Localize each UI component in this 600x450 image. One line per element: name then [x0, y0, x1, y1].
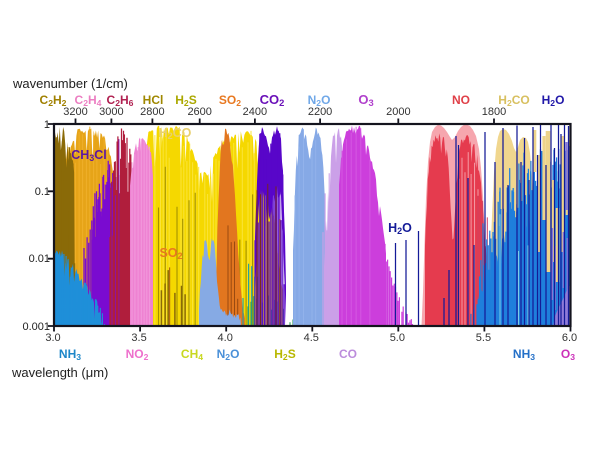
- svg-text:6.0: 6.0: [562, 332, 577, 344]
- svg-text:CH3Cl: CH3Cl: [71, 148, 107, 163]
- svg-text:C2H4: C2H4: [75, 93, 102, 108]
- svg-text:2200: 2200: [308, 106, 332, 118]
- svg-text:4.0: 4.0: [218, 332, 233, 344]
- svg-text:1800: 1800: [482, 106, 506, 118]
- svg-text:SO2: SO2: [219, 93, 241, 108]
- svg-text:5.5: 5.5: [476, 332, 491, 344]
- svg-text:3.5: 3.5: [131, 332, 146, 344]
- svg-text:H2S: H2S: [175, 93, 196, 108]
- svg-text:NH3: NH3: [513, 347, 535, 362]
- svg-text:NO: NO: [452, 93, 470, 107]
- svg-text:NH3: NH3: [59, 347, 81, 362]
- svg-text:H2CO: H2CO: [159, 126, 192, 141]
- svg-text:wavelength (μm): wavelength (μm): [11, 365, 108, 380]
- svg-text:H2S: H2S: [274, 347, 295, 362]
- svg-text:0.001: 0.001: [22, 321, 50, 333]
- svg-text:H2O: H2O: [388, 221, 412, 236]
- svg-text:N2O: N2O: [217, 347, 240, 362]
- svg-text:2400: 2400: [243, 106, 267, 118]
- svg-text:1: 1: [44, 119, 50, 131]
- svg-text:0.01: 0.01: [29, 253, 50, 265]
- svg-text:CH4: CH4: [181, 347, 203, 362]
- svg-text:SO2: SO2: [159, 246, 182, 261]
- svg-text:CO2: CO2: [260, 92, 285, 108]
- svg-text:NO2: NO2: [126, 347, 149, 362]
- svg-text:wavenumber (1/cm): wavenumber (1/cm): [12, 76, 128, 91]
- svg-text:N2O: N2O: [308, 93, 331, 108]
- svg-text:2000: 2000: [386, 106, 410, 118]
- svg-text:3.0: 3.0: [45, 332, 60, 344]
- svg-text:0.1: 0.1: [35, 186, 50, 198]
- svg-text:H2O: H2O: [542, 93, 565, 108]
- svg-text:HCl: HCl: [143, 93, 164, 107]
- svg-text:H2CO: H2CO: [498, 93, 529, 108]
- svg-text:3200: 3200: [63, 106, 87, 118]
- svg-text:3000: 3000: [99, 106, 123, 118]
- svg-text:C2H2: C2H2: [40, 93, 67, 108]
- svg-text:2800: 2800: [140, 106, 164, 118]
- svg-text:5.0: 5.0: [390, 332, 405, 344]
- svg-text:C2H6: C2H6: [107, 93, 134, 108]
- svg-text:4.5: 4.5: [304, 332, 319, 344]
- svg-text:2600: 2600: [187, 106, 211, 118]
- svg-text:CO: CO: [339, 347, 357, 361]
